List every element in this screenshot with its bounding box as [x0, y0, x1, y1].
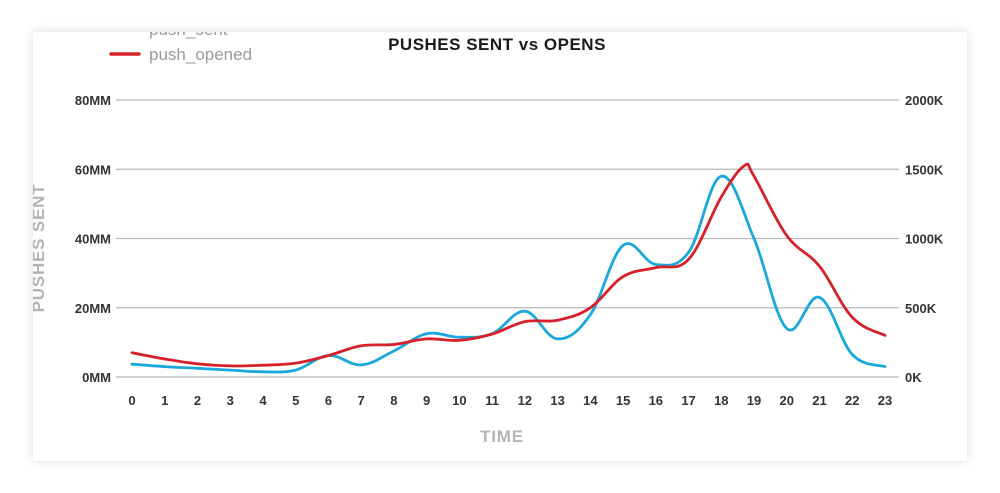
- legend-item-push-opened[interactable]: push_opened: [109, 45, 252, 64]
- x-tick-label: 13: [550, 393, 564, 408]
- x-tick-label: 22: [845, 393, 859, 408]
- y-tick-label: 40MM: [75, 232, 111, 247]
- x-tick-label: 17: [681, 393, 695, 408]
- x-tick-label: 23: [878, 393, 892, 408]
- x-axis-ticks: 0 1 2 3 4 5 6 7 8 9 10 11 12 13 14 15 16 17 18 19 20 21 22 23: [128, 393, 892, 408]
- chart-card: 0MM 20MM 40MM 60MM 80MM 0K 500K 1000K 1500K 2000…: [33, 32, 967, 461]
- x-tick-label: 12: [518, 393, 532, 408]
- x-tick-label: 5: [292, 393, 299, 408]
- x-tick-label: 16: [649, 393, 663, 408]
- series-line-push-sent: [130, 174, 887, 374]
- x-tick-label: 3: [227, 393, 234, 408]
- y-axis-label: PUSHES SENT: [33, 184, 48, 313]
- x-tick-label: 9: [423, 393, 430, 408]
- right-axis-ticks: 0K 500K 1000K 1500K 2000K: [905, 93, 944, 385]
- x-tick-label: 21: [812, 393, 826, 408]
- x-tick-label: 18: [714, 393, 728, 408]
- series-line-push-opened: [130, 162, 887, 368]
- x-axis-label: TIME: [480, 427, 524, 446]
- x-tick-label: 15: [616, 393, 630, 408]
- x-tick-label: 14: [583, 393, 598, 408]
- x-tick-label: 0: [128, 393, 135, 408]
- x-tick-label: 8: [390, 393, 397, 408]
- x-tick-label: 11: [485, 393, 499, 408]
- legend: push_sent push_opened: [109, 32, 252, 64]
- legend-label-push-sent: push_sent: [149, 32, 228, 39]
- x-tick-label: 20: [780, 393, 794, 408]
- x-tick-label: 1: [161, 393, 168, 408]
- x-tick-label: 10: [452, 393, 466, 408]
- x-tick-label: 7: [358, 393, 365, 408]
- x-tick-label: 2: [194, 393, 201, 408]
- y-right-tick-label: 1500K: [905, 162, 944, 177]
- y-right-tick-label: 0K: [905, 370, 922, 385]
- series-lines: [130, 162, 887, 374]
- x-tick-label: 6: [325, 393, 332, 408]
- chart-title: PUSHES SENT vs OPENS: [388, 35, 606, 54]
- y-tick-label: 0MM: [82, 370, 111, 385]
- legend-item-push-sent[interactable]: push_sent: [111, 32, 228, 39]
- y-tick-label: 60MM: [75, 162, 111, 177]
- y-right-tick-label: 500K: [905, 301, 937, 316]
- gridlines: [116, 99, 899, 378]
- legend-label-push-opened: push_opened: [149, 45, 252, 64]
- left-axis-ticks: 0MM 20MM 40MM 60MM 80MM: [75, 93, 111, 385]
- y-tick-label: 80MM: [75, 93, 111, 108]
- x-tick-label: 19: [747, 393, 761, 408]
- y-right-tick-label: 2000K: [905, 93, 944, 108]
- y-tick-label: 20MM: [75, 301, 111, 316]
- x-tick-label: 4: [259, 393, 267, 408]
- y-right-tick-label: 1000K: [905, 232, 944, 247]
